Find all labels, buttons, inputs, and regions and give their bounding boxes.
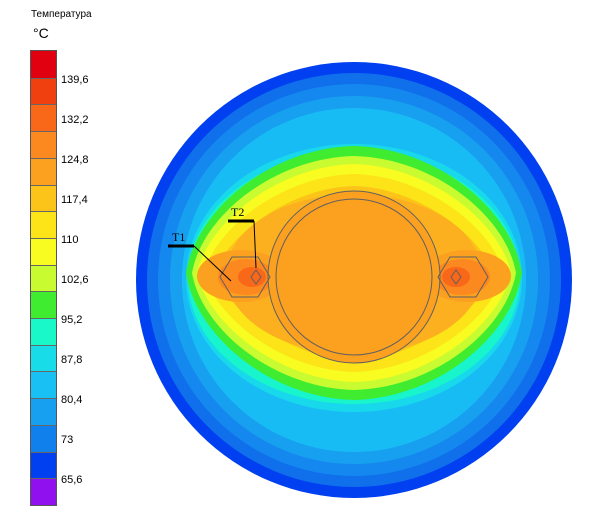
central-zone: [268, 191, 440, 363]
legend-title: Температура: [31, 9, 92, 20]
left-sensor-rhombus: [250, 269, 262, 285]
color-scale-tick-label: 102,6: [61, 274, 89, 286]
probe-t2-label: T2: [231, 205, 244, 219]
probe-t1-leader: [193, 245, 232, 282]
color-scale-segment: [31, 291, 56, 319]
color-scale-segment: [31, 104, 56, 132]
color-scale-segment: [31, 51, 56, 78]
probe-t2-leader: [253, 220, 257, 269]
color-scale-segment: [31, 157, 56, 185]
color-scale-segment: [31, 371, 56, 399]
color-scale-tick-label: 65,6: [61, 474, 83, 487]
probe-annotations: T1 T2: [168, 205, 257, 282]
color-scale-segment: [31, 478, 56, 505]
color-scale-tick-label: 80,4: [61, 394, 83, 407]
color-scale-bar: [30, 50, 57, 506]
hot-zone-right-core: [442, 267, 470, 287]
color-scale-tick-label: 124,8: [61, 153, 89, 166]
probe-t1-label: T1: [172, 230, 185, 244]
temperature-contours: [136, 62, 572, 498]
color-scale-tick-label: 73: [61, 434, 74, 447]
right-hexagon-outline: [437, 256, 489, 298]
central-pipe-inner-outline: [275, 198, 433, 356]
color-scale-segment: [31, 398, 56, 425]
color-scale-segment: [31, 211, 56, 238]
legend-unit: °C: [33, 25, 49, 41]
left-hexagon-outline: [219, 256, 271, 298]
color-scale-segment: [31, 318, 56, 345]
color-scale-segment: [31, 344, 56, 372]
color-scale-segment: [31, 264, 56, 292]
color-scale-tick-label: 95,2: [61, 314, 83, 327]
color-scale-segment: [31, 184, 56, 212]
color-scale-segment: [31, 131, 56, 158]
hot-zone-left-core: [238, 267, 266, 287]
color-scale-tick-label: 110: [61, 233, 79, 246]
color-scale-tick-label: 117,4: [61, 193, 88, 206]
color-scale-tick-label: 139,6: [61, 73, 89, 86]
color-scale-tick-label: 132,2: [61, 113, 89, 126]
color-scale-segment: [31, 77, 56, 105]
color-scale-tick-label: 87,8: [61, 354, 83, 367]
color-scale-segment: [31, 451, 56, 479]
color-scale-segment: [31, 237, 56, 265]
geometry-outlines: [219, 190, 489, 364]
color-scale-segment: [31, 424, 56, 452]
right-sensor-rhombus: [450, 269, 462, 285]
central-pipe-outline: [267, 190, 441, 364]
